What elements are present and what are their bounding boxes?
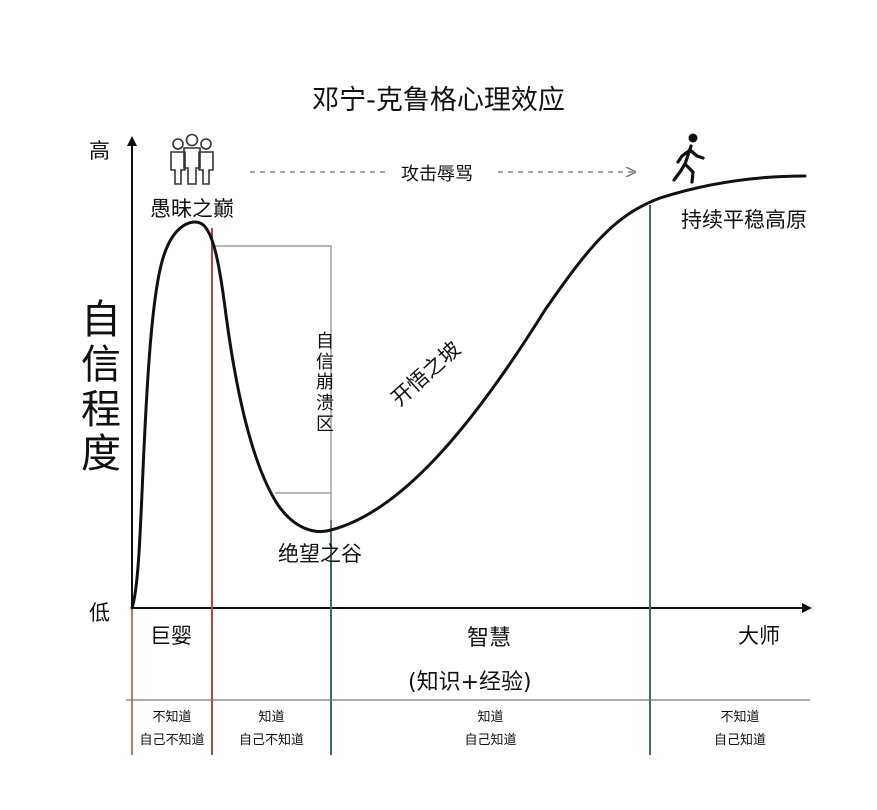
stage-cell-4-line1: 不知道 [720, 710, 760, 725]
y-axis-high-label: 高 [89, 139, 110, 163]
plateau-label: 持续平稳高原 [681, 208, 807, 232]
stage-cell-3-line1: 知道 [477, 710, 504, 725]
peak-label: 愚昧之巅 [150, 197, 234, 221]
page-title: 邓宁-克鲁格心理效应 [312, 85, 565, 116]
walking-person-icon [672, 133, 705, 184]
valley-label: 绝望之谷 [278, 542, 362, 566]
stage-cell-4-line2: 自己知道 [713, 733, 766, 748]
collapse-zone-label: 自信崩溃区 [316, 331, 334, 435]
stage-cell-1: 不知道 自己不知道 [132, 706, 212, 752]
group-of-people-icon [170, 133, 214, 185]
collapse-zone-bracket [212, 245, 332, 530]
y-axis-title: 自信程度 [81, 297, 121, 478]
confidence-curve [130, 174, 807, 610]
stage-cell-1-line1: 不知道 [152, 710, 192, 725]
x-axis-start-label: 巨婴 [150, 624, 192, 648]
y-axis-low-label: 低 [89, 601, 110, 625]
x-axis-middle-label: 智慧 [467, 626, 512, 651]
stage-cell-3-line2: 自己知道 [464, 733, 517, 748]
stage-cell-2: 知道 自己不知道 [212, 706, 331, 752]
x-axis-end-label: 大师 [738, 624, 780, 648]
stage-cell-1-line2: 自己不知道 [139, 733, 205, 748]
stage-cell-3: 知道 自己知道 [331, 706, 650, 752]
x-axis-subtitle: (知识+经验) [408, 670, 532, 695]
stage-cell-2-line1: 知道 [258, 710, 285, 725]
attack-label: 攻击辱骂 [401, 164, 473, 185]
stage-cell-4: 不知道 自己知道 [650, 706, 830, 752]
stage-cell-2-line2: 自己不知道 [238, 733, 304, 748]
